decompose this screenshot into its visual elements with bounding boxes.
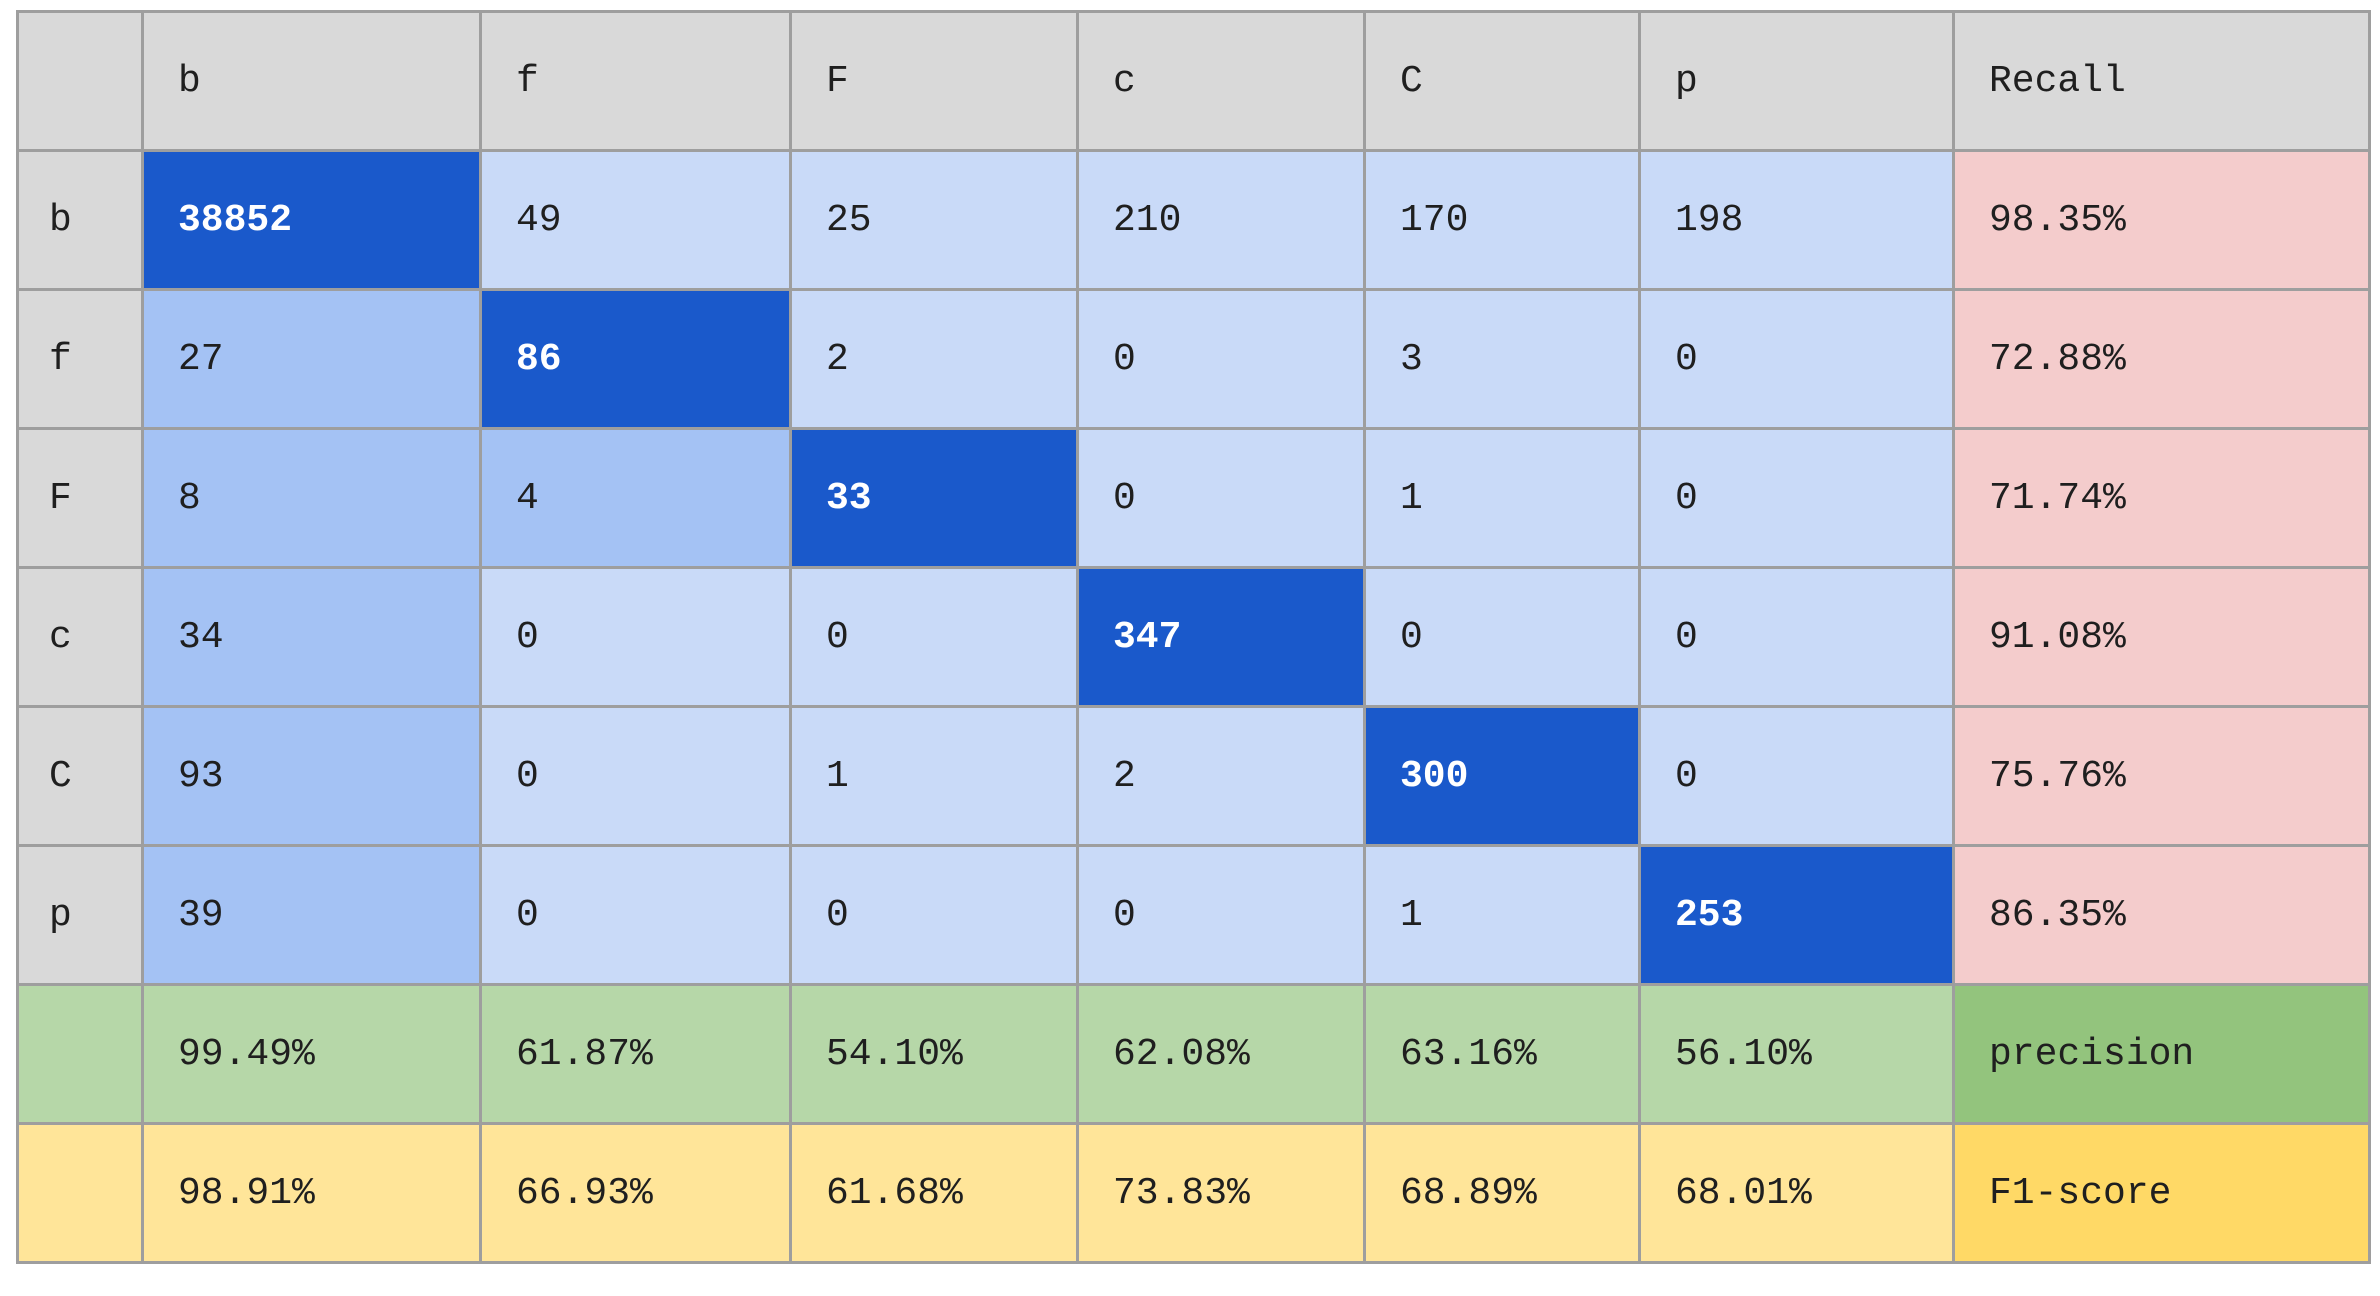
precision-cell: 61.87%: [479, 983, 792, 1125]
precision-row: 99.49% 61.87% 54.10% 62.08% 63.16% 56.10…: [16, 983, 2371, 1125]
matrix-cell: 1: [789, 705, 1079, 847]
precision-cell: 56.10%: [1638, 983, 1955, 1125]
matrix-cell: 0: [1638, 705, 1955, 847]
recall-cell: 98.35%: [1952, 149, 2371, 291]
matrix-row: F 8 4 33 0 1 0 71.74%: [16, 427, 2371, 569]
col-header: f: [479, 10, 792, 152]
matrix-cell: 38852: [141, 149, 482, 291]
matrix-cell: 0: [1076, 288, 1366, 430]
matrix-cell: 34: [141, 566, 482, 708]
f1-cell: 61.68%: [789, 1122, 1079, 1264]
row-header: F: [16, 427, 144, 569]
matrix-cell: 3: [1363, 288, 1641, 430]
col-header: F: [789, 10, 1079, 152]
confusion-matrix-table: b f F c C p Recall b 38852 49 25 210 170…: [16, 10, 2371, 1264]
corner-cell: [16, 10, 144, 152]
matrix-cell: 0: [1076, 427, 1366, 569]
row-header: c: [16, 566, 144, 708]
recall-cell: 91.08%: [1952, 566, 2371, 708]
row-header: f: [16, 288, 144, 430]
matrix-row: b 38852 49 25 210 170 198 98.35%: [16, 149, 2371, 291]
matrix-cell: 0: [789, 566, 1079, 708]
matrix-cell: 170: [1363, 149, 1641, 291]
precision-row-blank: [16, 983, 144, 1125]
col-header: C: [1363, 10, 1641, 152]
f1-cell: 73.83%: [1076, 1122, 1366, 1264]
f1-row: 98.91% 66.93% 61.68% 73.83% 68.89% 68.01…: [16, 1122, 2371, 1264]
matrix-cell: 1: [1363, 427, 1641, 569]
matrix-cell: 0: [1638, 288, 1955, 430]
matrix-cell: 0: [479, 844, 792, 986]
precision-cell: 62.08%: [1076, 983, 1366, 1125]
matrix-cell: 0: [1638, 427, 1955, 569]
matrix-cell: 0: [479, 705, 792, 847]
precision-cell: 54.10%: [789, 983, 1079, 1125]
matrix-cell: 2: [789, 288, 1079, 430]
matrix-cell: 49: [479, 149, 792, 291]
matrix-cell: 0: [1363, 566, 1641, 708]
row-header: b: [16, 149, 144, 291]
matrix-cell: 25: [789, 149, 1079, 291]
precision-label: precision: [1952, 983, 2371, 1125]
recall-cell: 72.88%: [1952, 288, 2371, 430]
col-header: c: [1076, 10, 1366, 152]
f1-label: F1-score: [1952, 1122, 2371, 1264]
matrix-cell: 0: [1638, 566, 1955, 708]
matrix-cell: 86: [479, 288, 792, 430]
matrix-cell: 0: [479, 566, 792, 708]
f1-cell: 98.91%: [141, 1122, 482, 1264]
f1-cell: 66.93%: [479, 1122, 792, 1264]
row-header: p: [16, 844, 144, 986]
row-header: C: [16, 705, 144, 847]
matrix-cell: 93: [141, 705, 482, 847]
matrix-cell: 33: [789, 427, 1079, 569]
recall-cell: 75.76%: [1952, 705, 2371, 847]
f1-cell: 68.01%: [1638, 1122, 1955, 1264]
matrix-cell: 198: [1638, 149, 1955, 291]
matrix-cell: 210: [1076, 149, 1366, 291]
matrix-row: c 34 0 0 347 0 0 91.08%: [16, 566, 2371, 708]
f1-cell: 68.89%: [1363, 1122, 1641, 1264]
col-header: b: [141, 10, 482, 152]
recall-cell: 71.74%: [1952, 427, 2371, 569]
matrix-cell: 2: [1076, 705, 1366, 847]
matrix-cell: 39: [141, 844, 482, 986]
matrix-row: f 27 86 2 0 3 0 72.88%: [16, 288, 2371, 430]
matrix-cell: 253: [1638, 844, 1955, 986]
matrix-cell: 1: [1363, 844, 1641, 986]
matrix-row: p 39 0 0 0 1 253 86.35%: [16, 844, 2371, 986]
matrix-cell: 347: [1076, 566, 1366, 708]
matrix-cell: 27: [141, 288, 482, 430]
f1-row-blank: [16, 1122, 144, 1264]
precision-cell: 99.49%: [141, 983, 482, 1125]
header-row: b f F c C p Recall: [16, 10, 2371, 152]
col-header: p: [1638, 10, 1955, 152]
matrix-cell: 8: [141, 427, 482, 569]
matrix-cell: 0: [789, 844, 1079, 986]
recall-header: Recall: [1952, 10, 2371, 152]
matrix-cell: 4: [479, 427, 792, 569]
precision-cell: 63.16%: [1363, 983, 1641, 1125]
matrix-row: C 93 0 1 2 300 0 75.76%: [16, 705, 2371, 847]
matrix-cell: 300: [1363, 705, 1641, 847]
matrix-cell: 0: [1076, 844, 1366, 986]
recall-cell: 86.35%: [1952, 844, 2371, 986]
